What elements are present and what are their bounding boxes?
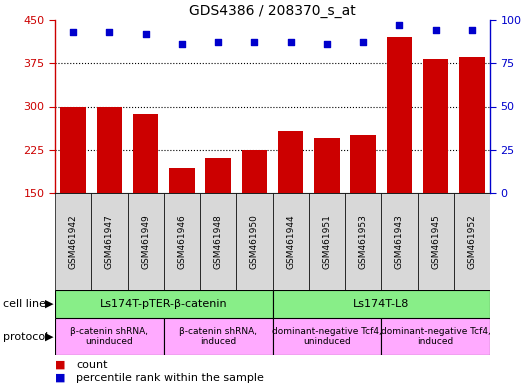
Text: GSM461948: GSM461948	[213, 214, 223, 269]
Bar	[309, 193, 345, 290]
Bar	[454, 193, 490, 290]
Point	[214, 40, 222, 46]
Text: GSM461945: GSM461945	[431, 214, 440, 269]
Bar	[206, 159, 231, 193]
Bar	[128, 193, 164, 290]
Bar	[278, 131, 303, 193]
Text: GSM461946: GSM461946	[177, 214, 186, 269]
Bar	[272, 290, 490, 318]
Text: GSM461953: GSM461953	[359, 214, 368, 269]
Bar	[236, 193, 272, 290]
Text: GSM461947: GSM461947	[105, 214, 114, 269]
Text: ■: ■	[55, 373, 65, 383]
Text: β-catenin shRNA,
induced: β-catenin shRNA, induced	[179, 327, 257, 346]
Text: GSM461944: GSM461944	[286, 214, 295, 269]
Point	[69, 29, 77, 35]
Bar	[55, 193, 91, 290]
Text: GSM461952: GSM461952	[468, 214, 476, 269]
Bar	[350, 135, 376, 193]
Text: GSM461943: GSM461943	[395, 214, 404, 269]
Text: Ls174T-L8: Ls174T-L8	[353, 299, 410, 309]
Text: ■: ■	[55, 360, 65, 370]
Bar	[272, 193, 309, 290]
Title: GDS4386 / 208370_s_at: GDS4386 / 208370_s_at	[189, 3, 356, 18]
Bar	[345, 193, 381, 290]
Bar	[423, 59, 448, 193]
Bar	[91, 193, 128, 290]
Bar	[55, 290, 272, 318]
Point	[141, 31, 150, 37]
Bar	[242, 150, 267, 193]
Text: β-catenin shRNA,
uninduced: β-catenin shRNA, uninduced	[71, 327, 149, 346]
Bar	[200, 193, 236, 290]
Bar	[381, 318, 490, 355]
Bar	[169, 168, 195, 193]
Bar	[61, 106, 86, 193]
Text: ▶: ▶	[44, 299, 53, 309]
Point	[178, 41, 186, 47]
Text: GSM461951: GSM461951	[322, 214, 332, 269]
Point	[468, 27, 476, 33]
Bar	[133, 114, 158, 193]
Point	[323, 41, 331, 47]
Text: Ls174T-pTER-β-catenin: Ls174T-pTER-β-catenin	[100, 299, 228, 309]
Point	[395, 22, 404, 28]
Bar	[164, 193, 200, 290]
Bar	[97, 106, 122, 193]
Text: count: count	[76, 360, 107, 370]
Point	[105, 29, 113, 35]
Point	[359, 40, 367, 46]
Point	[431, 27, 440, 33]
Text: percentile rank within the sample: percentile rank within the sample	[76, 373, 264, 383]
Point	[287, 40, 295, 46]
Bar	[417, 193, 454, 290]
Text: GSM461949: GSM461949	[141, 214, 150, 269]
Bar	[386, 37, 412, 193]
Text: GSM461950: GSM461950	[250, 214, 259, 269]
Bar	[459, 58, 485, 193]
Text: protocol: protocol	[3, 331, 48, 341]
Point	[250, 40, 258, 46]
Text: GSM461942: GSM461942	[69, 214, 77, 269]
Bar	[164, 318, 272, 355]
Text: ▶: ▶	[44, 331, 53, 341]
Bar	[272, 318, 381, 355]
Bar	[381, 193, 417, 290]
Text: cell line: cell line	[3, 299, 46, 309]
Text: dominant-negative Tcf4,
uninduced: dominant-negative Tcf4, uninduced	[272, 327, 382, 346]
Text: dominant-negative Tcf4,
induced: dominant-negative Tcf4, induced	[381, 327, 491, 346]
Bar	[314, 138, 339, 193]
Bar	[55, 318, 164, 355]
